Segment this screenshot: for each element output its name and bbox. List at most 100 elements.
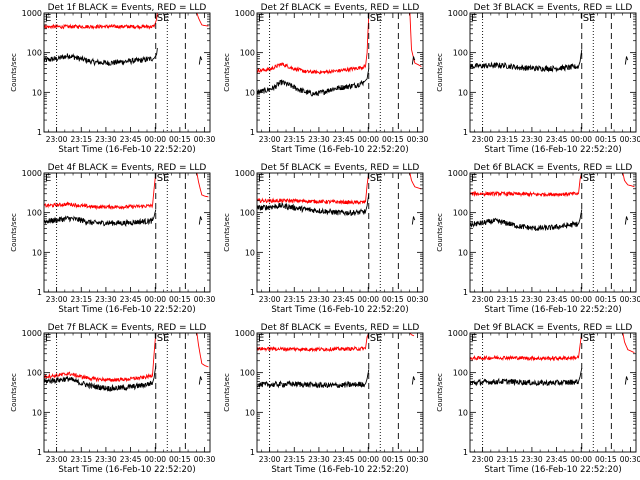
- lld-series-line: [470, 333, 583, 362]
- x-tick-label: 00:15: [382, 455, 404, 464]
- y-tick-label: 100: [453, 209, 468, 218]
- x-tick-label: 23:15: [70, 455, 92, 464]
- x-tick-label: 23:00: [46, 455, 68, 464]
- series-group: [257, 13, 422, 97]
- y-axis-label: Counts/sec: [223, 373, 231, 412]
- marker-e-label: E: [258, 13, 264, 24]
- x-tick-label: 23:45: [546, 455, 568, 464]
- series-group: [44, 13, 209, 67]
- y-tick-label: 10: [32, 248, 42, 257]
- plot-frame: [469, 172, 637, 293]
- y-tick-label: 10: [458, 88, 468, 97]
- panel-title: Det 5f BLACK = Events, RED = LLD: [261, 163, 420, 173]
- series-group: [470, 173, 635, 232]
- x-tick-label: 00:00: [570, 135, 592, 144]
- lld-series-line: [622, 173, 635, 188]
- x-tick-label: 23:45: [333, 135, 355, 144]
- x-tick-label: 23:15: [496, 295, 518, 304]
- x-tick-label: 23:30: [521, 295, 543, 304]
- lld-series-line: [196, 333, 209, 368]
- plot-frame: [43, 332, 211, 453]
- plot-frame: [43, 172, 211, 293]
- marker-e-label: E: [471, 13, 477, 24]
- marker-e-label: E: [45, 13, 51, 24]
- marker-e-label: E: [471, 333, 477, 344]
- x-tick-label: 00:30: [407, 135, 429, 144]
- y-tick-label: 10: [32, 408, 42, 417]
- plot-frame: [469, 332, 637, 453]
- marker-se-label: SE: [157, 333, 170, 344]
- events-series-line: [624, 216, 629, 225]
- x-tick-label: 23:00: [472, 135, 494, 144]
- x-tick-label: 00:00: [357, 455, 379, 464]
- series-group: [470, 49, 629, 73]
- marker-se-label: SE: [157, 173, 170, 184]
- x-tick-label: 23:45: [120, 295, 142, 304]
- x-tick-label: 00:15: [595, 135, 617, 144]
- marker-se-label: SE: [583, 173, 596, 184]
- x-axis-label: Start Time (16-Feb-10 22:52:20): [271, 465, 408, 475]
- x-axis-label: Start Time (16-Feb-10 22:52:20): [484, 305, 621, 315]
- x-tick-label: 00:00: [570, 455, 592, 464]
- y-tick-label: 100: [240, 369, 255, 378]
- x-axis-label: Start Time (16-Feb-10 22:52:20): [58, 465, 195, 475]
- series-group: [257, 333, 416, 389]
- y-axis-label: Counts/sec: [10, 53, 18, 92]
- y-tick-label: 1000: [448, 9, 468, 18]
- x-tick-label: 23:15: [283, 295, 305, 304]
- events-series-line: [44, 365, 157, 392]
- x-tick-label: 23:30: [521, 455, 543, 464]
- y-tick-label: 10: [458, 248, 468, 257]
- y-tick-label: 100: [27, 49, 42, 58]
- y-tick-label: 100: [240, 209, 255, 218]
- y-tick-label: 1: [37, 128, 42, 137]
- x-tick-label: 23:45: [546, 295, 568, 304]
- x-tick-label: 23:00: [472, 295, 494, 304]
- panel-title: Det 4f BLACK = Events, RED = LLD: [48, 163, 207, 173]
- events-series-line: [624, 376, 629, 385]
- series-group: [44, 333, 209, 392]
- y-tick-label: 10: [245, 408, 255, 417]
- y-tick-label: 100: [27, 369, 42, 378]
- y-axis-label: Counts/sec: [436, 53, 444, 92]
- y-tick-label: 10: [245, 88, 255, 97]
- lld-series-line: [196, 173, 209, 198]
- events-series-line: [624, 56, 629, 65]
- y-tick-label: 1000: [22, 169, 42, 178]
- events-series-line: [411, 216, 416, 225]
- panel-title: Det 8f BLACK = Events, RED = LLD: [261, 323, 420, 333]
- y-tick-label: 1000: [235, 169, 255, 178]
- plot-frame: [256, 12, 424, 133]
- marker-e-label: E: [471, 173, 477, 184]
- x-tick-label: 23:15: [283, 455, 305, 464]
- y-axis-label: Counts/sec: [436, 373, 444, 412]
- x-tick-label: 00:30: [194, 135, 216, 144]
- lld-series-line: [409, 173, 422, 190]
- x-tick-label: 00:30: [407, 295, 429, 304]
- x-axis-label: Start Time (16-Feb-10 22:52:20): [58, 145, 195, 155]
- y-tick-label: 1: [37, 448, 42, 457]
- series-group: [470, 333, 635, 387]
- y-tick-label: 1: [463, 128, 468, 137]
- x-tick-label: 00:15: [595, 295, 617, 304]
- events-series-line: [257, 193, 370, 217]
- events-series-line: [470, 209, 583, 232]
- x-tick-label: 23:00: [259, 135, 281, 144]
- marker-e-label: E: [45, 173, 51, 184]
- y-axis-label: Counts/sec: [436, 213, 444, 252]
- x-tick-label: 00:00: [144, 295, 166, 304]
- events-series-line: [257, 68, 370, 97]
- lld-series-line: [44, 173, 157, 211]
- lld-series-line: [257, 13, 370, 75]
- marker-se-label: SE: [157, 13, 170, 24]
- lld-series-line: [257, 333, 370, 353]
- x-tick-label: 00:15: [169, 455, 191, 464]
- y-tick-label: 1: [250, 288, 255, 297]
- marker-se-label: SE: [583, 13, 596, 24]
- events-series-line: [470, 49, 583, 73]
